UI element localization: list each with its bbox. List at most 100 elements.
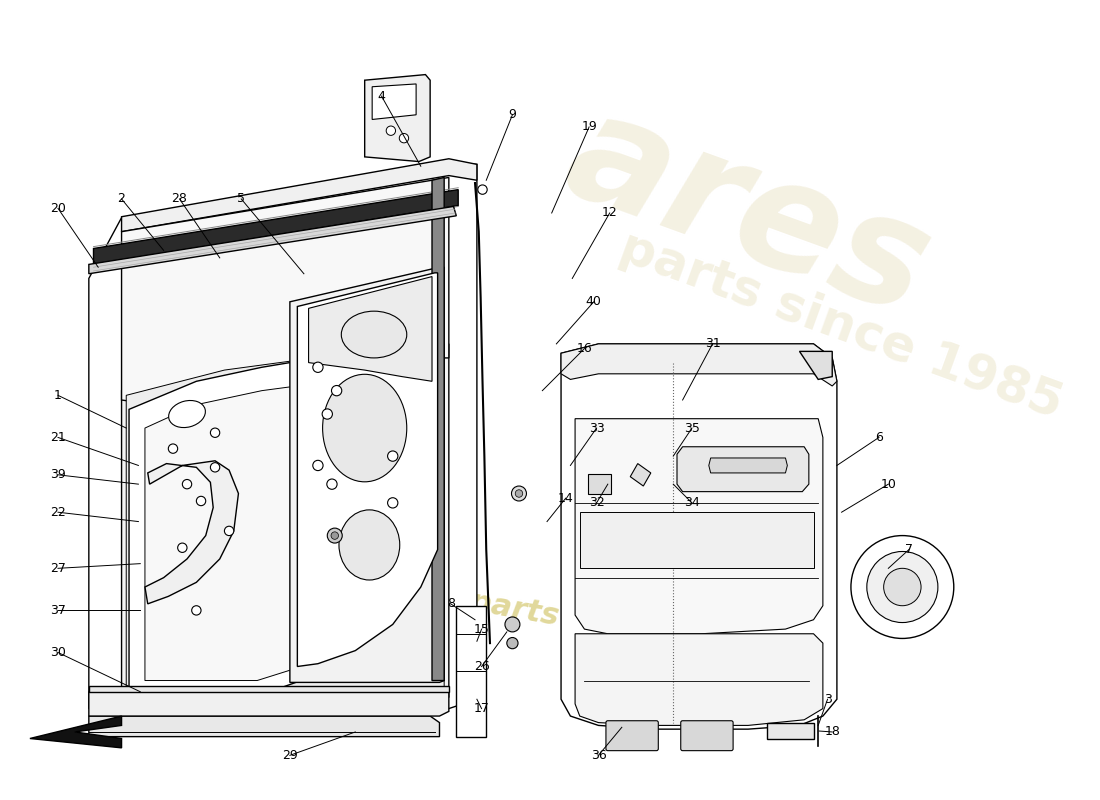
Text: 18: 18 bbox=[824, 726, 840, 738]
Text: 9: 9 bbox=[508, 108, 516, 122]
Text: 4: 4 bbox=[377, 90, 385, 102]
Text: 30: 30 bbox=[50, 646, 66, 659]
Circle shape bbox=[327, 479, 337, 490]
Text: 33: 33 bbox=[588, 422, 605, 434]
Text: 31: 31 bbox=[705, 338, 720, 350]
Circle shape bbox=[178, 543, 187, 553]
Polygon shape bbox=[372, 84, 416, 119]
Circle shape bbox=[224, 526, 234, 535]
Text: 1: 1 bbox=[54, 389, 62, 402]
Ellipse shape bbox=[168, 401, 206, 427]
Circle shape bbox=[210, 428, 220, 438]
Polygon shape bbox=[89, 692, 449, 716]
Text: 35: 35 bbox=[684, 422, 700, 434]
Polygon shape bbox=[145, 370, 418, 681]
Circle shape bbox=[387, 451, 398, 462]
Text: 34: 34 bbox=[684, 496, 700, 510]
Circle shape bbox=[210, 462, 220, 472]
Circle shape bbox=[507, 638, 518, 649]
Polygon shape bbox=[126, 344, 444, 690]
Polygon shape bbox=[122, 344, 449, 698]
Polygon shape bbox=[767, 722, 814, 738]
Polygon shape bbox=[575, 634, 823, 726]
Text: 40: 40 bbox=[586, 295, 602, 308]
Text: 7: 7 bbox=[905, 543, 913, 556]
Circle shape bbox=[168, 444, 178, 454]
FancyBboxPatch shape bbox=[588, 474, 610, 494]
Polygon shape bbox=[129, 342, 432, 694]
Text: 19: 19 bbox=[581, 121, 597, 134]
Text: 20: 20 bbox=[50, 202, 66, 215]
Polygon shape bbox=[561, 344, 837, 729]
Circle shape bbox=[851, 535, 954, 638]
Text: 6: 6 bbox=[874, 431, 883, 444]
Ellipse shape bbox=[341, 311, 407, 358]
Circle shape bbox=[191, 606, 201, 615]
Text: 32: 32 bbox=[588, 496, 605, 510]
Circle shape bbox=[867, 551, 938, 622]
Polygon shape bbox=[432, 178, 444, 681]
Polygon shape bbox=[290, 267, 444, 682]
Polygon shape bbox=[89, 206, 456, 274]
Text: ares: ares bbox=[548, 79, 949, 346]
Text: 2: 2 bbox=[118, 193, 125, 206]
Polygon shape bbox=[456, 606, 486, 737]
Circle shape bbox=[322, 409, 332, 419]
Circle shape bbox=[477, 185, 487, 194]
Circle shape bbox=[331, 386, 342, 396]
Text: 21: 21 bbox=[51, 431, 66, 444]
Polygon shape bbox=[800, 351, 833, 379]
Text: 16: 16 bbox=[576, 342, 592, 355]
Circle shape bbox=[331, 532, 339, 539]
Text: 8: 8 bbox=[447, 598, 454, 610]
Text: 17: 17 bbox=[474, 702, 490, 715]
Circle shape bbox=[399, 134, 408, 143]
Polygon shape bbox=[30, 716, 122, 748]
Circle shape bbox=[512, 486, 527, 501]
Circle shape bbox=[312, 362, 323, 373]
Text: 37: 37 bbox=[50, 604, 66, 617]
Polygon shape bbox=[89, 716, 440, 737]
Circle shape bbox=[883, 568, 921, 606]
Circle shape bbox=[387, 498, 398, 508]
Circle shape bbox=[183, 479, 191, 489]
Circle shape bbox=[515, 490, 522, 498]
Circle shape bbox=[386, 126, 396, 135]
Text: 22: 22 bbox=[51, 506, 66, 518]
Circle shape bbox=[312, 460, 323, 470]
Polygon shape bbox=[145, 461, 239, 604]
Polygon shape bbox=[89, 686, 449, 692]
Text: 15: 15 bbox=[474, 622, 490, 635]
Ellipse shape bbox=[322, 374, 407, 482]
Circle shape bbox=[505, 617, 520, 632]
Text: 10: 10 bbox=[880, 478, 896, 490]
Polygon shape bbox=[365, 74, 430, 162]
Text: a passion for parts since 1985: a passion for parts since 1985 bbox=[238, 546, 754, 665]
Polygon shape bbox=[297, 273, 438, 666]
Text: 27: 27 bbox=[50, 562, 66, 575]
Text: 36: 36 bbox=[591, 749, 606, 762]
Text: 5: 5 bbox=[238, 193, 245, 206]
Polygon shape bbox=[89, 162, 477, 709]
Circle shape bbox=[328, 528, 342, 543]
Text: 28: 28 bbox=[172, 193, 187, 206]
Polygon shape bbox=[561, 344, 837, 386]
Polygon shape bbox=[630, 463, 651, 486]
Polygon shape bbox=[122, 178, 449, 410]
Text: parts since 1985: parts since 1985 bbox=[614, 222, 1069, 428]
Text: 39: 39 bbox=[51, 468, 66, 482]
FancyBboxPatch shape bbox=[681, 721, 733, 750]
Text: 12: 12 bbox=[602, 206, 617, 219]
Polygon shape bbox=[309, 277, 432, 382]
Polygon shape bbox=[122, 158, 477, 232]
FancyBboxPatch shape bbox=[606, 721, 658, 750]
Text: 14: 14 bbox=[558, 492, 573, 505]
Text: 26: 26 bbox=[474, 660, 490, 673]
Polygon shape bbox=[708, 458, 788, 473]
Polygon shape bbox=[575, 418, 823, 634]
Polygon shape bbox=[580, 512, 814, 568]
Ellipse shape bbox=[339, 510, 399, 580]
Text: 29: 29 bbox=[282, 749, 298, 762]
Text: 3: 3 bbox=[824, 693, 832, 706]
Polygon shape bbox=[94, 190, 459, 265]
